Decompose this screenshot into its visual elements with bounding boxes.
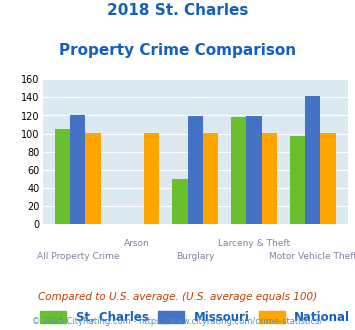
Text: Larceny & Theft: Larceny & Theft: [218, 239, 290, 248]
Bar: [290, 136, 305, 224]
Bar: [70, 115, 86, 224]
Text: All Property Crime: All Property Crime: [37, 252, 119, 261]
Text: © 2025 CityRating.com - https://www.cityrating.com/crime-statistics/: © 2025 CityRating.com - https://www.city…: [32, 317, 323, 326]
Bar: [86, 133, 101, 224]
Bar: [320, 133, 335, 224]
Bar: [55, 129, 70, 224]
Text: Motor Vehicle Theft: Motor Vehicle Theft: [269, 252, 355, 261]
Bar: [144, 133, 159, 224]
Bar: [305, 95, 320, 224]
Bar: [173, 179, 188, 224]
Legend: St. Charles, Missouri, National: St. Charles, Missouri, National: [36, 306, 355, 329]
Bar: [203, 133, 218, 224]
Bar: [262, 133, 277, 224]
Text: Compared to U.S. average. (U.S. average equals 100): Compared to U.S. average. (U.S. average …: [38, 292, 317, 302]
Text: Arson: Arson: [124, 239, 149, 248]
Text: Property Crime Comparison: Property Crime Comparison: [59, 43, 296, 58]
Text: 2018 St. Charles: 2018 St. Charles: [107, 3, 248, 18]
Bar: [188, 116, 203, 224]
Text: Burglary: Burglary: [176, 252, 214, 261]
Bar: [231, 117, 246, 224]
Bar: [246, 116, 262, 224]
